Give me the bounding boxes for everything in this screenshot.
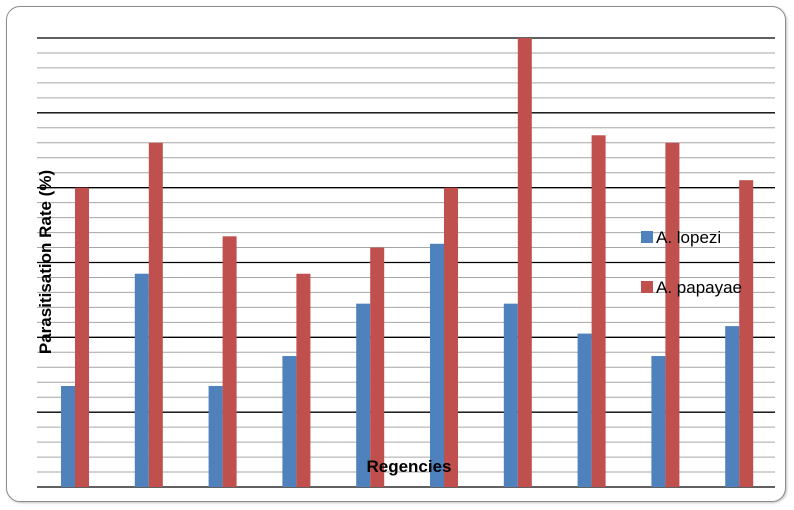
bar-lopezi-9 bbox=[651, 356, 666, 487]
bars bbox=[61, 38, 754, 488]
bar-papayae-8 bbox=[591, 135, 606, 488]
bar-lopezi-6 bbox=[430, 243, 444, 487]
legend-label-2: A. papayae bbox=[656, 278, 742, 297]
legend: A. lopezi A. papayae bbox=[641, 228, 742, 297]
bar-lopezi-4 bbox=[282, 356, 297, 487]
legend-swatch-2 bbox=[641, 281, 653, 293]
bar-lopezi-10 bbox=[725, 326, 740, 487]
bar-papayae-4 bbox=[296, 273, 311, 487]
bar-lopezi-1 bbox=[61, 385, 75, 487]
y-axis-label: Parasitisation Rate (%) bbox=[36, 170, 55, 354]
bar-papayae-3 bbox=[222, 236, 237, 487]
bar-papayae-1 bbox=[75, 187, 89, 487]
bar-lopezi-5 bbox=[356, 303, 371, 487]
bar-lopezi-7 bbox=[503, 303, 518, 487]
bar-papayae-2 bbox=[148, 142, 163, 487]
bar-papayae-6 bbox=[444, 187, 458, 487]
bar-papayae-10 bbox=[739, 180, 754, 487]
legend-swatch-1 bbox=[641, 231, 653, 243]
bar-lopezi-8 bbox=[577, 333, 592, 487]
bar-papayae-5 bbox=[370, 247, 385, 487]
bar-lopezi-3 bbox=[208, 385, 223, 487]
legend-label-1: A. lopezi bbox=[656, 228, 721, 247]
bar-papayae-9 bbox=[665, 142, 680, 487]
x-axis-label: Regencies bbox=[366, 457, 451, 476]
bar-papayae-7 bbox=[517, 38, 532, 487]
bar-lopezi-2 bbox=[134, 273, 149, 487]
